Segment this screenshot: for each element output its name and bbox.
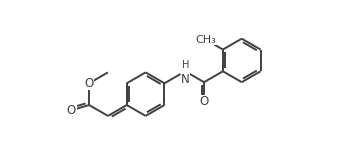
Text: N: N (181, 73, 189, 86)
Text: O: O (199, 95, 209, 108)
Text: O: O (85, 77, 94, 90)
Text: CH₃: CH₃ (195, 35, 216, 45)
Text: O: O (67, 104, 76, 117)
Text: H: H (182, 60, 189, 70)
